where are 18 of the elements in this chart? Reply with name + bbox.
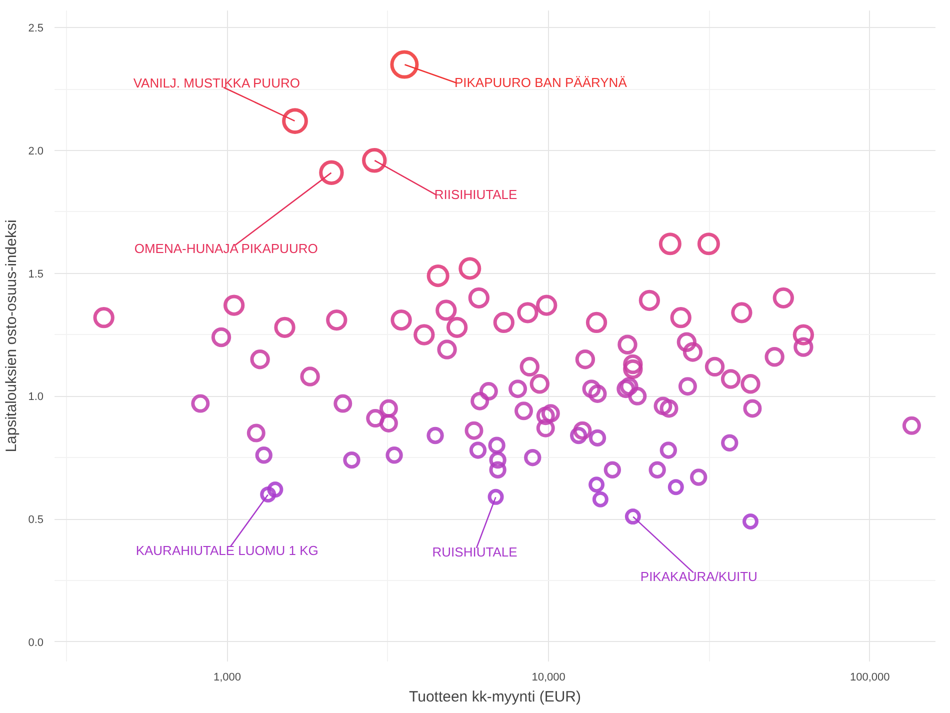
annotation: VANILJ. MUSTIKKA PUURO xyxy=(133,76,300,91)
x-tick-label: 1,000 xyxy=(213,672,242,684)
annotation: PIKAPUURO BAN PÄÄRYNÄ xyxy=(454,75,628,90)
y-tick-label: 1.0 xyxy=(28,391,44,404)
annotation: RIISIHIUTALE xyxy=(434,186,518,202)
y-tick-label: 0.5 xyxy=(28,514,44,526)
y-tick-label: 2.5 xyxy=(28,22,44,35)
y-tick-label: 1.5 xyxy=(28,268,44,280)
x-tick-label: 10,000 xyxy=(532,672,566,684)
annotation: KAURAHIUTALE LUOMU 1 KG xyxy=(136,542,318,558)
y-tick-label: 2.0 xyxy=(28,146,44,158)
y-axis-title: Lapsitalouksien osto-osuus-indeksi xyxy=(3,220,20,452)
annotation: RUISHIUTALE xyxy=(432,544,518,560)
annotation: OMENA-HUNAJA PIKAPUURO xyxy=(134,241,318,256)
annotation: PIKAKAURA/KUITU xyxy=(640,569,758,584)
y-tick-label: 0.0 xyxy=(28,636,44,649)
x-tick-label: 100,000 xyxy=(850,672,890,684)
x-axis-title: Tuotteen kk-myynti (EUR) xyxy=(409,688,581,706)
